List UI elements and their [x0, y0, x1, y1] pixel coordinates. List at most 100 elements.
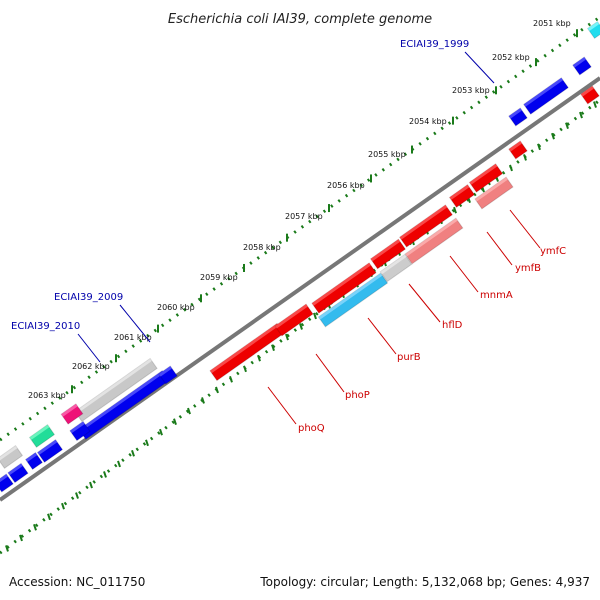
minor-tick	[187, 407, 191, 415]
gene-feature[interactable]	[7, 462, 29, 484]
minor-tick	[5, 545, 9, 552]
gene-feature[interactable]	[379, 253, 413, 283]
minor-tick	[201, 397, 205, 404]
gene-feature[interactable]	[508, 107, 528, 127]
accession-text: Accession: NC_011750	[9, 575, 145, 589]
genome-summary-text: Topology: circular; Length: 5,132,068 bp…	[259, 575, 590, 589]
minor-tick	[89, 481, 93, 489]
tick-label: 2051 kbp	[533, 19, 571, 28]
minor-tick	[47, 513, 51, 521]
minor-tick	[33, 524, 37, 531]
minor-tick	[593, 101, 597, 108]
minor-tick	[159, 428, 163, 436]
gene-label-hfld[interactable]: hflD	[442, 320, 463, 331]
minor-tick	[19, 534, 23, 542]
minor-tick	[117, 460, 121, 468]
minor-tick	[257, 354, 261, 362]
gene-label-eciai39-1999[interactable]: ECIAI39_1999	[400, 39, 469, 50]
gene-feature[interactable]	[274, 303, 314, 337]
gene-feature[interactable]	[0, 445, 24, 469]
gene-feature[interactable]	[28, 424, 56, 448]
tick-label: 2058 kbp	[243, 243, 281, 252]
tick-label: 2053 kbp	[452, 86, 490, 95]
gene-feature[interactable]	[448, 184, 476, 208]
gene-label-eciai39-2009[interactable]: ECIAI39_2009	[54, 292, 123, 303]
minor-tick	[579, 111, 583, 119]
leader-line	[449, 255, 479, 293]
leader-line	[367, 317, 397, 355]
minor-tick	[523, 154, 527, 161]
leader-line	[408, 283, 441, 323]
gene-feature[interactable]	[60, 403, 84, 425]
minor-tick	[61, 502, 65, 510]
minor-tick	[313, 312, 317, 320]
gene-label-ymfb[interactable]: ymfB	[515, 263, 541, 274]
minor-tick	[75, 492, 79, 499]
tick-label: 2060 kbp	[157, 303, 195, 312]
tick-label: 2052 kbp	[492, 53, 530, 62]
tick-label: 2055 kbp	[368, 150, 406, 159]
gene-feature[interactable]	[69, 420, 91, 442]
minor-tick	[509, 164, 513, 172]
gene-feature[interactable]	[369, 238, 407, 270]
gene-feature[interactable]	[0, 473, 14, 493]
tick-label: 2054 kbp	[409, 117, 447, 126]
minor-tick	[565, 122, 569, 129]
gene-feature[interactable]	[468, 163, 504, 193]
minor-tick	[173, 418, 177, 425]
gene-feature[interactable]	[24, 451, 44, 471]
minor-tick	[243, 365, 247, 373]
tick-marks	[5, 29, 597, 552]
tick-label: 2062 kbp	[72, 362, 110, 371]
gene-label-mnma[interactable]: mnmA	[480, 290, 513, 301]
gene-feature[interactable]	[523, 77, 569, 115]
leader-line	[509, 209, 541, 249]
gene-feature[interactable]	[580, 85, 600, 105]
minor-tick	[271, 344, 275, 351]
gene-feature[interactable]	[158, 365, 178, 385]
label-leader-lines	[77, 51, 541, 425]
gene-feature[interactable]	[317, 272, 389, 328]
gene-feature[interactable]	[209, 322, 285, 382]
genome-backbone	[0, 76, 600, 502]
minor-tick	[551, 132, 555, 140]
minor-tick	[299, 323, 303, 330]
minor-tick	[229, 376, 233, 383]
tick-label: 2056 kbp	[327, 181, 365, 190]
minor-tick	[453, 206, 457, 214]
gene-feature[interactable]	[586, 20, 600, 40]
leader-line	[315, 353, 345, 393]
gene-feature[interactable]	[404, 217, 464, 265]
minor-tick	[285, 333, 289, 341]
minor-tick	[131, 450, 135, 457]
minor-tick	[537, 143, 541, 151]
gene-feature[interactable]	[474, 176, 514, 210]
map-title: Escherichia coli IAI39, complete genome	[168, 12, 432, 27]
gene-feature[interactable]	[508, 140, 528, 160]
gene-label-phoq[interactable]: phoQ	[298, 423, 325, 434]
leader-line	[267, 386, 297, 425]
leader-line	[486, 231, 513, 266]
gene-label-ymfc[interactable]: ymfC	[540, 246, 566, 257]
leader-line	[464, 51, 495, 84]
tick-label: 2063 kbp	[28, 391, 66, 400]
gene-feature[interactable]	[398, 204, 454, 248]
gene-feature[interactable]	[572, 56, 592, 76]
minor-tick	[145, 439, 149, 447]
minor-tick	[103, 471, 107, 478]
tick-labels: 2051 kbp 2052 kbp 2053 kbp 2054 kbp 2055 kbp…	[28, 19, 571, 400]
gene-label-phop[interactable]: phoP	[345, 390, 370, 401]
tick-label: 2059 kbp	[200, 273, 238, 282]
leader-line	[119, 304, 151, 343]
gene-feature[interactable]	[36, 439, 64, 463]
tick-label: 2061 kbp	[114, 333, 152, 342]
gene-label-purb[interactable]: purB	[397, 352, 421, 363]
gene-feature[interactable]	[311, 262, 377, 314]
scale-line-upper	[0, 15, 600, 442]
minor-tick	[215, 386, 219, 394]
gene-label-eciai39-2010[interactable]: ECIAI39_2010	[11, 321, 80, 332]
tick-label: 2057 kbp	[285, 212, 323, 221]
leader-line	[77, 333, 101, 363]
gene-features	[0, 20, 600, 493]
